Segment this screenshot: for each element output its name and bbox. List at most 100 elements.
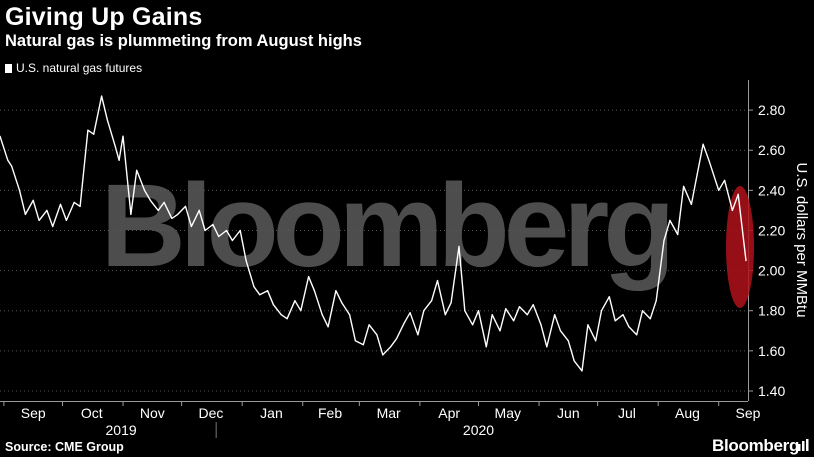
- data-point: [600, 310, 603, 312]
- data-point: [409, 312, 411, 314]
- data-point: [622, 314, 624, 316]
- data-point: [308, 276, 310, 278]
- data-point: [464, 310, 466, 312]
- data-point: [532, 304, 534, 306]
- data-point: [218, 235, 220, 238]
- data-point: [614, 320, 616, 322]
- data-point: [122, 135, 124, 137]
- data-point: [649, 318, 651, 320]
- data-point: [300, 310, 302, 312]
- data-point: [431, 300, 433, 302]
- data-point: [239, 229, 241, 232]
- data-point: [157, 209, 159, 211]
- data-point: [321, 314, 323, 316]
- data-point: [280, 314, 282, 316]
- data-point: [472, 324, 474, 326]
- terminal-logo-icon: [798, 439, 809, 451]
- data-point: [313, 290, 315, 292]
- data-point: [628, 326, 630, 328]
- data-point: [198, 209, 200, 211]
- y-tick-label: 2.00: [758, 263, 785, 279]
- y-tick-label: 1.60: [758, 343, 785, 359]
- x-tick-label: Feb: [318, 405, 342, 421]
- data-point: [458, 245, 460, 248]
- data-point: [581, 370, 583, 372]
- data-point: [286, 318, 288, 320]
- data-point: [294, 300, 296, 302]
- data-point: [11, 165, 13, 167]
- year-label: 2020: [463, 422, 494, 438]
- data-point: [118, 159, 120, 161]
- data-point: [526, 314, 528, 316]
- data-point: [395, 338, 398, 340]
- data-point: [225, 229, 228, 232]
- x-tick-label: Jul: [618, 405, 636, 421]
- data-point: [272, 304, 274, 306]
- data-point: [38, 219, 40, 221]
- data-point: [149, 199, 151, 201]
- data-point: [362, 344, 364, 346]
- data-point: [513, 320, 515, 322]
- x-tick-label: Jan: [260, 405, 283, 421]
- data-point: [382, 354, 384, 356]
- source-note: Source: CME Group: [5, 440, 124, 454]
- data-point: [349, 314, 351, 316]
- data-point: [190, 225, 192, 228]
- data-point: [683, 185, 685, 187]
- data-point: [485, 346, 487, 348]
- x-tick-label: Aug: [675, 405, 700, 421]
- data-point: [477, 310, 480, 312]
- data-point: [106, 119, 108, 121]
- data-point: [87, 129, 89, 131]
- data-point: [212, 223, 214, 226]
- data-point: [177, 213, 179, 215]
- data-point: [655, 300, 657, 302]
- data-point: [327, 326, 329, 328]
- data-point: [184, 205, 187, 207]
- data-point: [696, 173, 698, 175]
- x-tick-label: May: [495, 405, 521, 421]
- data-point: [7, 159, 9, 161]
- data-point: [708, 159, 710, 161]
- data-point: [450, 302, 452, 304]
- brand-logo: Bloomberg: [712, 436, 800, 455]
- legend-label: U.S. natural gas futures: [16, 61, 143, 75]
- series-group: [0, 95, 747, 372]
- x-tick-label: Sep: [736, 405, 761, 421]
- data-point: [231, 239, 233, 242]
- y-tick-label: 1.40: [758, 383, 785, 399]
- data-point: [354, 340, 356, 342]
- data-point: [745, 260, 747, 262]
- data-point: [130, 213, 132, 215]
- x-tick-label: Sep: [21, 405, 46, 421]
- data-point: [136, 169, 138, 171]
- data-point: [724, 179, 726, 181]
- y-tick-label: 1.80: [758, 303, 785, 319]
- data-point: [368, 324, 370, 326]
- data-point: [491, 314, 493, 316]
- data-point: [65, 219, 67, 221]
- data-point: [171, 217, 173, 219]
- data-point: [499, 330, 501, 332]
- x-tick-label: Oct: [81, 405, 103, 421]
- data-point: [567, 340, 569, 342]
- data-point: [204, 229, 206, 232]
- data-point: [641, 310, 644, 312]
- legend: U.S. natural gas futures: [5, 61, 142, 75]
- data-point: [608, 296, 610, 298]
- y-tick-label: 2.60: [758, 142, 785, 158]
- chart-subtitle: Natural gas is plummeting from August hi…: [5, 32, 362, 50]
- data-point: [79, 205, 81, 207]
- data-point: [444, 314, 446, 316]
- data-point: [417, 334, 419, 336]
- data-point: [636, 334, 638, 336]
- y-tick-label: 2.40: [758, 182, 785, 198]
- watermark: Bloomberg: [101, 160, 670, 292]
- data-point: [436, 280, 439, 282]
- data-point: [546, 346, 548, 348]
- data-point: [267, 290, 269, 292]
- data-point: [143, 189, 146, 191]
- year-label: 2019: [106, 422, 137, 438]
- data-point: [690, 203, 693, 205]
